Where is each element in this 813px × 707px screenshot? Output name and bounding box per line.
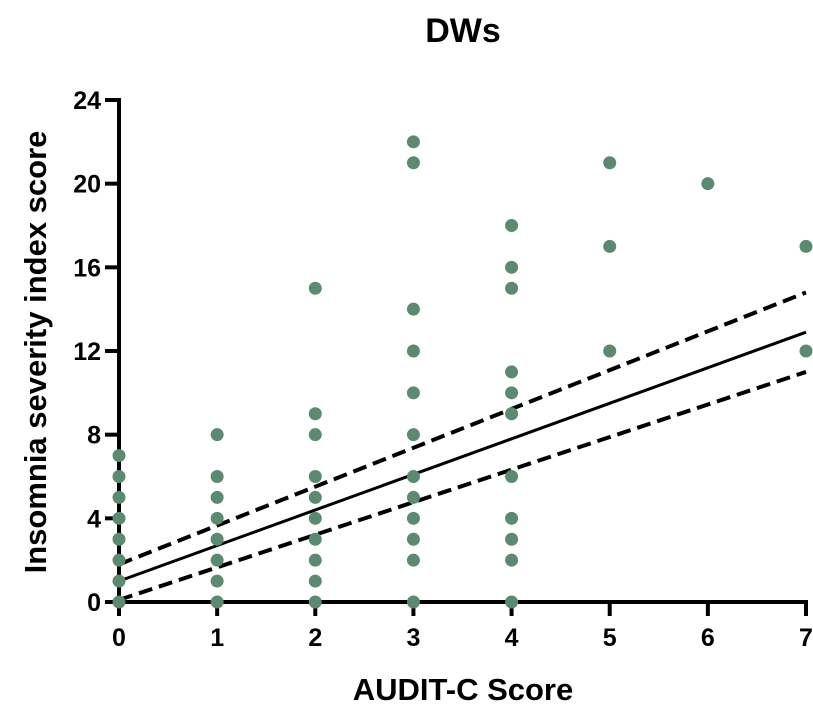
data-point [799,344,813,358]
data-point [308,574,322,588]
data-point [505,470,519,483]
data-point [701,177,715,191]
data-point [210,511,224,525]
y-tick-label: 8 [87,422,101,450]
data-point [505,386,519,400]
data-point [210,532,224,546]
data-point [210,428,224,442]
data-point [308,595,322,609]
data-point [406,428,420,442]
data-point [112,595,126,609]
data-point [406,135,420,149]
data-point [505,511,519,525]
data-point [112,511,126,525]
data-point [112,449,126,463]
y-tick-label: 12 [73,338,101,366]
data-point [406,595,420,609]
data-point [505,219,519,232]
data-point [308,428,322,442]
data-point [112,470,126,483]
data-point [112,553,126,567]
data-point [799,239,813,253]
data-point [406,511,420,525]
data-point [505,595,519,609]
data-points [112,135,813,609]
data-point [210,574,224,588]
data-point [406,302,420,316]
x-axis-label: AUDIT-C Score [353,672,573,707]
confidence-band-upper [118,290,807,567]
data-point [210,553,224,567]
data-point [308,281,322,295]
data-point [505,532,519,546]
data-point [406,490,420,504]
data-point [308,532,322,546]
x-tick-label: 1 [210,624,224,652]
data-point [505,281,519,295]
data-point [505,260,519,274]
data-point [406,386,420,400]
regression-lines [118,290,807,602]
data-point [505,407,519,421]
y-tick-label: 16 [73,254,101,282]
y-tick-label: 24 [73,87,101,115]
data-point [603,156,617,170]
x-tick-label: 0 [112,624,126,652]
data-point [406,532,420,546]
data-point [210,595,224,609]
data-point [603,239,617,253]
data-point [406,344,420,358]
data-point [210,490,224,504]
x-tick-label: 7 [799,624,813,652]
y-tick-label: 4 [87,505,101,533]
y-tick-label: 20 [73,171,101,199]
x-tick-label: 2 [308,624,322,652]
data-point [406,156,420,170]
data-point [308,407,322,421]
data-point [308,553,322,567]
confidence-band-lower [118,370,807,602]
y-tick-label: 0 [87,589,101,617]
data-point [308,470,322,483]
data-point [112,532,126,546]
data-point [210,470,224,483]
x-tick-label: 3 [406,624,420,652]
data-point [112,574,126,588]
data-point [505,365,519,379]
data-point [505,553,519,567]
chart-title: DWs [425,12,501,50]
regression-line [118,330,807,583]
data-point [406,553,420,567]
x-tick-label: 5 [603,624,617,652]
x-tick-label: 4 [505,624,519,652]
data-point [603,344,617,358]
data-point [308,490,322,504]
y-axis-label: Insomnia severity index score [18,131,53,574]
data-point [112,490,126,504]
axes [105,98,808,616]
data-point [406,470,420,483]
x-tick-label: 6 [701,624,715,652]
data-point [308,511,322,525]
